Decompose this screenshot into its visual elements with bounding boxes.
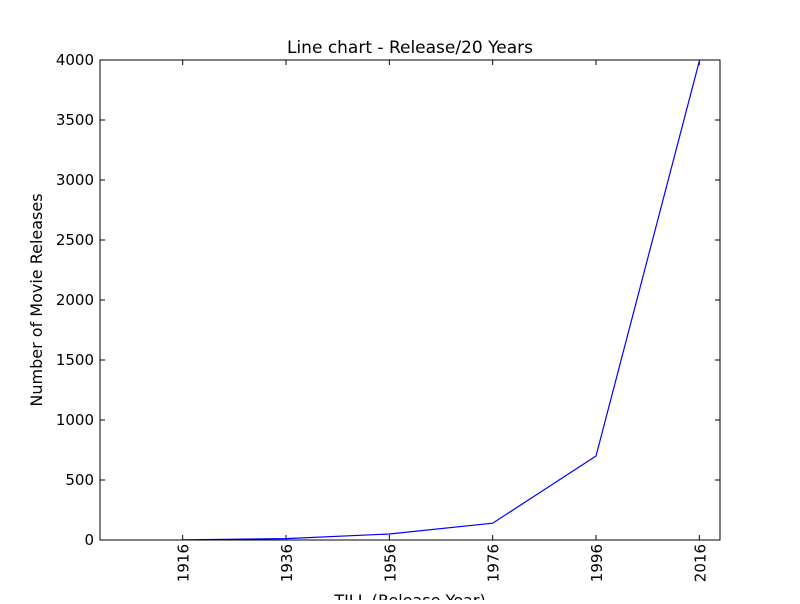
x-axis-ticks: 1916 1936 1956 1976 1996 2016: [175, 60, 709, 582]
series-line: [182, 61, 700, 541]
x-tick-label: 1976: [485, 544, 503, 582]
y-axis-ticks: 0 500 1000 1500 2000 2500 3000 3500 4000: [56, 51, 720, 549]
y-tick-label: 1500: [56, 351, 94, 369]
y-tick-label: 0: [84, 531, 94, 549]
y-tick-label: 500: [65, 471, 94, 489]
x-tick-label: 1956: [381, 544, 399, 582]
y-tick-label: 3500: [56, 111, 94, 129]
y-axis-label: Number of Movie Releases: [27, 193, 46, 406]
plot-frame: [99, 59, 721, 541]
x-tick-label: 2016: [691, 544, 709, 582]
chart-title: Line chart - Release/20 Years: [287, 38, 533, 58]
y-tick-label: 2000: [56, 291, 94, 309]
x-axis-label: TILL (Release Year): [333, 591, 485, 600]
y-tick-label: 3000: [56, 171, 94, 189]
x-tick-label: 1996: [588, 544, 606, 582]
y-tick-label: 2500: [56, 231, 94, 249]
y-tick-label: 4000: [56, 51, 94, 69]
x-tick-label: 1936: [278, 544, 296, 582]
y-tick-label: 1000: [56, 411, 94, 429]
x-tick-label: 1916: [175, 544, 193, 582]
